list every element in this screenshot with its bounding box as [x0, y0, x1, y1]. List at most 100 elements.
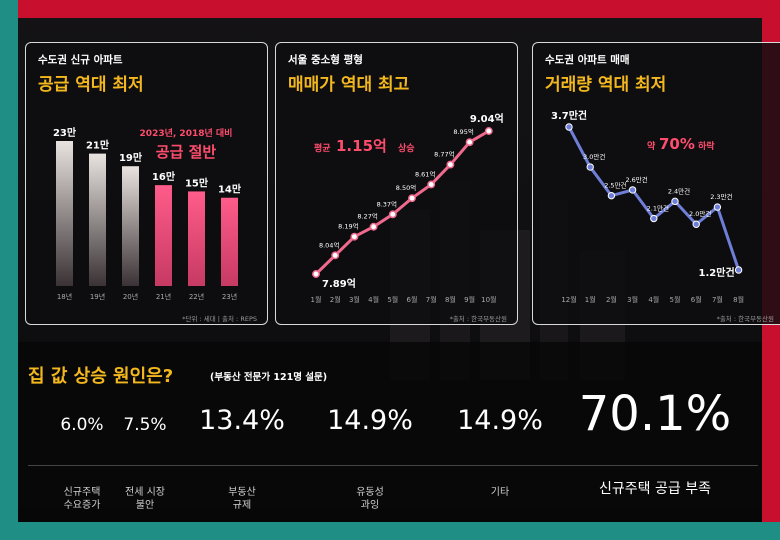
- price-value-label: 9.04억: [470, 113, 504, 125]
- price-value-label: 8.04억: [319, 241, 339, 249]
- x-tick-label: 5월: [387, 295, 398, 304]
- x-tick-label: 5월: [670, 295, 681, 304]
- survey-percent-1: 7.5%: [123, 415, 167, 435]
- panel-title: 거래량 역대 최저: [545, 75, 667, 95]
- survey-band: [18, 342, 762, 522]
- panel-subtitle: 수도권 신규 아파트: [38, 54, 123, 66]
- volume-point: [586, 163, 594, 171]
- x-tick-label: 2월: [330, 295, 341, 304]
- survey-label-4: 기타: [490, 487, 510, 498]
- volume-value-label: 2.3만건: [710, 192, 732, 201]
- survey-label-3: 유동성 과잉: [356, 487, 384, 511]
- annotation-line1: 2023년, 2018년 대비: [140, 127, 233, 139]
- x-tick-label: 6월: [407, 295, 418, 304]
- survey-label-1: 전세 시장 불안: [125, 487, 165, 511]
- x-tick-label: 3월: [349, 295, 360, 304]
- panel-subtitle: 수도권 아파트 매매: [545, 54, 630, 66]
- x-tick-label: 9월: [464, 295, 475, 304]
- annotation-suffix: 상승: [398, 142, 415, 154]
- annotation-line2: 공급 절반: [156, 143, 217, 161]
- supply-bar-chart: 2023년, 2018년 대비 공급 절반 23만 18년 21만 19년 19만 20년…: [53, 126, 242, 301]
- annotation-value: 1.15억: [336, 137, 387, 155]
- price-point: [427, 180, 436, 189]
- panel-title: 공급 역대 최저: [38, 75, 144, 95]
- x-tick-label: 7월: [426, 295, 437, 304]
- price-value-label: 8.27억: [357, 213, 377, 221]
- x-tick-label: 3월: [627, 295, 638, 304]
- x-tick-label: 19년: [90, 292, 105, 301]
- price-point: [408, 194, 416, 203]
- volume-value-label: 3.0만건: [583, 152, 605, 161]
- x-tick-label: 6월: [691, 295, 702, 304]
- annotation-suffix: 하락: [698, 140, 715, 152]
- volume-value-label: 2.1만건: [647, 204, 669, 213]
- x-tick-label: 21년: [156, 292, 171, 301]
- volume-value-label: 2.6만건: [625, 175, 647, 184]
- bar-5: [221, 197, 238, 286]
- bar-value-label: 23만: [53, 126, 77, 139]
- x-tick-label: 12월: [561, 295, 576, 304]
- x-tick-label: 10월: [481, 295, 496, 304]
- price-series-line: [314, 129, 490, 276]
- volume-point: [650, 214, 658, 223]
- bar-value-label: 16만: [152, 170, 176, 183]
- bar-4: [188, 191, 205, 286]
- bar-2: [122, 166, 139, 286]
- price-point: [446, 160, 455, 169]
- volume-value-label: 2.5만건: [604, 181, 626, 190]
- x-tick-label: 4월: [648, 295, 659, 304]
- price-point: [388, 210, 397, 219]
- price-value-label: 8.37억: [377, 200, 397, 208]
- annotation-value: 70%: [659, 135, 695, 153]
- price-point: [369, 222, 378, 231]
- x-tick-label: 22년: [189, 292, 204, 301]
- x-tick-label: 18년: [57, 292, 72, 301]
- x-tick-label: 20년: [123, 292, 138, 301]
- volume-point: [628, 186, 637, 194]
- price-point: [331, 251, 340, 260]
- survey-label-0: 신규주택 수요증가: [63, 487, 101, 511]
- volume-value-label: 3.7만건: [551, 109, 587, 122]
- panel-note: *출처 : 한국부동산원: [449, 315, 507, 323]
- x-tick-label: 7월: [712, 295, 723, 304]
- survey-label-2: 부동산 규제: [228, 487, 256, 511]
- price-value-label: 8.19억: [338, 223, 358, 231]
- panel-note: *단위 : 세대 | 출처 : REPS: [182, 315, 257, 323]
- panel-note: *출처 : 한국부동산원: [716, 315, 774, 323]
- x-tick-label: 1월: [585, 295, 596, 304]
- panel-title: 매매가 역대 최고: [288, 75, 410, 95]
- frame-bottom-border: [0, 522, 780, 540]
- x-tick-label: 4월: [368, 295, 379, 304]
- volume-point: [671, 197, 679, 206]
- survey-percent-3: 14.9%: [327, 405, 413, 436]
- frame-left-border: [0, 0, 18, 540]
- x-tick-label: 1월: [311, 295, 322, 304]
- price-point: [312, 270, 320, 278]
- price-value-label: 8.50억: [396, 184, 416, 192]
- survey-percent-0: 6.0%: [60, 415, 104, 435]
- volume-line-chart: 약 70% 하락 3.7만건 12월 3.0만건 1월 2.5만건 2월 2.6만건 3월 2.…: [551, 109, 744, 304]
- annotation-prefix: 평균: [314, 142, 331, 154]
- price-point: [465, 138, 474, 147]
- survey-percent-2: 13.4%: [199, 405, 285, 436]
- price-point: [484, 127, 493, 135]
- survey-percent-4: 14.9%: [457, 405, 543, 436]
- x-tick-label: 8월: [445, 295, 456, 304]
- volume-point: [607, 191, 616, 200]
- volume-point: [565, 123, 573, 131]
- bar-value-label: 21만: [86, 139, 110, 152]
- price-value-label: 8.77억: [434, 151, 454, 159]
- survey-subtitle: (부동산 전문가 121명 설문): [210, 372, 328, 383]
- annotation-prefix: 약: [647, 140, 656, 152]
- survey-title: 집 값 상승 원인은?: [28, 366, 174, 387]
- volume-point: [734, 266, 743, 274]
- x-tick-label: 2월: [606, 295, 617, 304]
- supply-panel: 수도권 신규 아파트 공급 역대 최저 2023년, 2018년 대비 공급 절…: [25, 42, 268, 325]
- volume-value-label: 1.2만건: [699, 266, 735, 279]
- price-panel: 서울 중소형 평형 매매가 역대 최고 평균 1.15억 상승 7.89억 1월 8…: [275, 42, 518, 325]
- bar-0: [56, 141, 73, 286]
- bar-value-label: 19만: [119, 151, 143, 164]
- price-point: [350, 232, 359, 241]
- bar-value-label: 15만: [185, 176, 209, 189]
- bar-3: [155, 185, 172, 286]
